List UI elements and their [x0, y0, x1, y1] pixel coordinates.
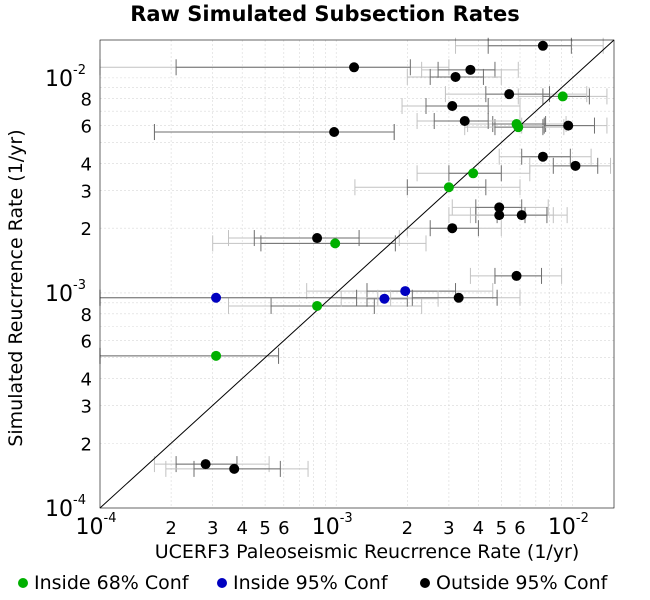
y-tick-label: 2 — [81, 434, 92, 455]
data-point — [379, 293, 390, 304]
y-tick-label: 2 — [81, 219, 92, 240]
data-point — [494, 210, 505, 221]
data-point — [570, 160, 581, 171]
one-to-one-line — [99, 39, 615, 509]
data-point — [312, 300, 323, 311]
data-point — [516, 210, 527, 221]
y-tick-label: 10-4 — [45, 493, 86, 522]
data-point — [537, 151, 548, 162]
x-tick-label: 3 — [443, 518, 454, 539]
data-point — [557, 91, 568, 102]
data-point — [400, 286, 411, 297]
x-tick-label: 3 — [207, 518, 218, 539]
legend-item-inside-68: Inside 68% Conf — [18, 572, 189, 594]
x-tick-label: 10-3 — [312, 511, 353, 540]
y-tick-label: 3 — [81, 396, 92, 417]
data-point — [537, 40, 548, 51]
data-point — [494, 202, 505, 213]
data-point — [513, 122, 524, 133]
data-point — [211, 350, 222, 361]
x-tick-label: 2 — [402, 518, 413, 539]
data-point — [450, 71, 461, 82]
data-point — [229, 463, 240, 474]
data-point — [453, 292, 464, 303]
y-tick-label: 6 — [81, 117, 92, 138]
x-tick-label: 6 — [514, 518, 525, 539]
x-tick-label: 5 — [496, 518, 507, 539]
y-tick-label: 8 — [81, 90, 92, 111]
y-tick-label: 6 — [81, 332, 92, 353]
x-tick-label: 4 — [473, 518, 484, 539]
y-tick-label: 8 — [81, 305, 92, 326]
y-tick-label: 10-3 — [45, 278, 86, 307]
error-bars — [99, 37, 612, 477]
data-point — [504, 89, 515, 100]
legend-marker — [217, 578, 227, 588]
legend: Inside 68% Conf Inside 95% Conf Outside … — [0, 572, 650, 598]
x-tick-label: 2 — [165, 518, 176, 539]
legend-item-inside-95: Inside 95% Conf — [217, 572, 388, 594]
x-tick-label: 10-2 — [548, 511, 589, 540]
data-point — [563, 120, 574, 131]
legend-item-outside-95: Outside 95% Conf — [420, 572, 607, 594]
data-points — [200, 40, 581, 474]
data-point — [329, 127, 340, 138]
data-point — [443, 182, 454, 193]
legend-label: Inside 68% Conf — [34, 572, 189, 594]
data-point — [211, 292, 222, 303]
data-point — [200, 459, 211, 470]
chart-title: Raw Simulated Subsection Rates — [130, 2, 520, 26]
data-point — [511, 270, 522, 281]
x-tick-label: 5 — [259, 518, 270, 539]
x-tick-label: 4 — [236, 518, 247, 539]
y-tick-label: 10-2 — [45, 63, 86, 92]
legend-marker — [18, 578, 28, 588]
y-tick-label: 4 — [81, 154, 92, 175]
legend-marker — [420, 578, 430, 588]
y-axis-label: Simulated Reucrrence Rate (1/yr) — [5, 129, 27, 446]
data-point — [349, 62, 360, 73]
legend-label: Inside 95% Conf — [233, 572, 388, 594]
plot-area-frame — [99, 39, 615, 509]
x-tick-label: 6 — [278, 518, 289, 539]
data-point — [330, 238, 341, 249]
data-point — [447, 223, 458, 234]
x-tick-label: 10-4 — [76, 511, 117, 540]
axis-tick-labels: 10-4 2 3 4 5 6 10-3 2 3 4 5 6 10-210-42346810-323468… — [45, 63, 589, 540]
data-point — [459, 116, 470, 127]
y-tick-label: 3 — [81, 181, 92, 202]
legend-label: Outside 95% Conf — [436, 572, 608, 594]
y-tick-label: 4 — [81, 370, 92, 391]
data-point — [465, 64, 476, 75]
data-point — [468, 168, 479, 179]
data-point — [312, 233, 323, 244]
x-axis-label: UCERF3 Paleoseismic Reucrrence Rate (1/y… — [155, 541, 580, 563]
data-point — [447, 100, 458, 111]
